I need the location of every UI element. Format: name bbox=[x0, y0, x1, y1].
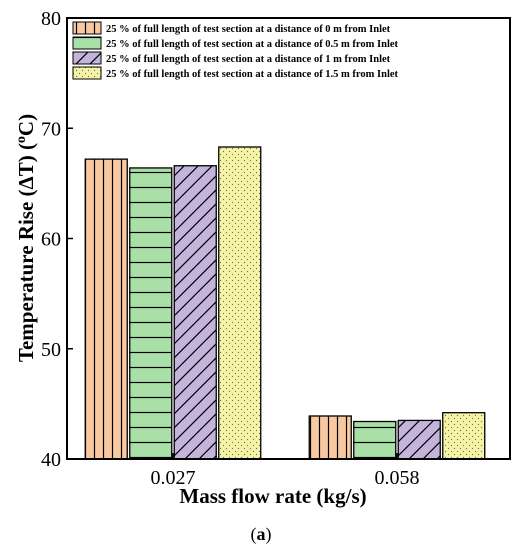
bar-0.058-series-3 bbox=[397, 419, 441, 460]
y-axis-title: Temperature Rise (ΔT) (oC) bbox=[14, 114, 38, 362]
x-tick-label: 0.027 bbox=[151, 467, 196, 489]
caption-letter: a bbox=[257, 524, 266, 544]
y-tick-label: 70 bbox=[41, 118, 61, 140]
bar-0.027-series-4 bbox=[218, 146, 262, 460]
legend-swatch bbox=[72, 36, 102, 50]
ticks-layer: 40 50 60 70 80 0.027 0.058 bbox=[41, 8, 420, 489]
legend-label: 25 % of full length of test section at a… bbox=[106, 69, 399, 80]
legend-label: 25 % of full length of test section at a… bbox=[106, 24, 391, 35]
x-tick-label: 0.058 bbox=[375, 467, 420, 489]
bar-0.027-series-3 bbox=[173, 165, 217, 460]
legend-swatch bbox=[72, 66, 102, 80]
caption-close: ) bbox=[266, 524, 272, 545]
y-axis-title-main: Temperature Rise (ΔT) ( bbox=[14, 143, 38, 362]
bar-0.058-series-2 bbox=[353, 420, 397, 460]
y-tick-label: 40 bbox=[41, 449, 61, 471]
figure-caption: (a) bbox=[251, 524, 272, 545]
legend-swatch bbox=[72, 21, 102, 35]
bar-0.058-series-4 bbox=[442, 412, 486, 460]
legend-label: 25 % of full length of test section at a… bbox=[106, 54, 391, 65]
caption-open: ( bbox=[251, 524, 257, 545]
y-axis-title-unit: C) bbox=[14, 114, 38, 136]
bars-layer bbox=[84, 146, 486, 460]
legend-label: 25 % of full length of test section at a… bbox=[106, 39, 399, 50]
legend-swatch bbox=[72, 51, 102, 65]
bar-0.027-series-2 bbox=[129, 167, 173, 460]
bar-0.027-series-1 bbox=[84, 158, 128, 460]
legend: 25 % of full length of test section at a… bbox=[72, 21, 399, 80]
y-axis-title-degree: o bbox=[14, 136, 29, 143]
x-axis-title: Mass flow rate (kg/s) bbox=[179, 484, 366, 508]
y-tick-label: 80 bbox=[41, 8, 61, 30]
bar-0.058-series-1 bbox=[308, 415, 352, 460]
y-tick-label: 60 bbox=[41, 229, 61, 251]
y-tick-label: 50 bbox=[41, 339, 61, 361]
